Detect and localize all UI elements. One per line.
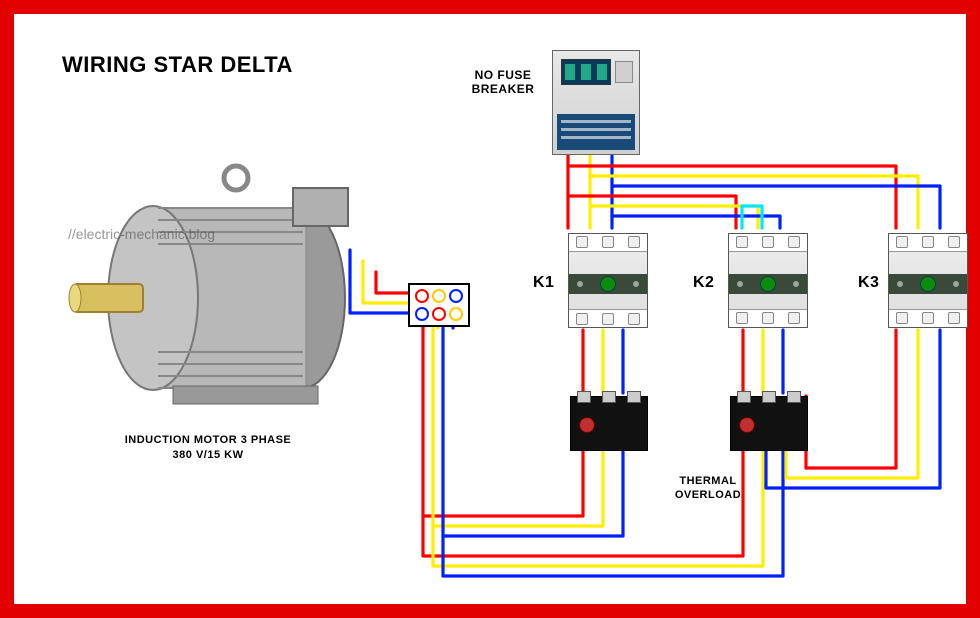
diagram-frame: WIRING STAR DELTA — [0, 0, 980, 618]
contactor-k2 — [728, 233, 808, 328]
breaker-label: NO FUSE BREAKER — [458, 68, 548, 96]
contactor-k1-label: K1 — [533, 274, 554, 292]
contactor-k2-label: K2 — [693, 274, 714, 292]
wiring-layer — [28, 28, 980, 618]
contactor-k1 — [568, 233, 648, 328]
diagram-canvas: WIRING STAR DELTA — [28, 28, 952, 590]
thermal-overload-1 — [570, 396, 648, 451]
no-fuse-breaker — [552, 50, 640, 155]
terminal-junction-box — [408, 283, 470, 327]
overload-label: THERMAL OVERLOAD — [658, 474, 758, 502]
breaker-plate — [557, 114, 635, 150]
thermal-overload-2 — [730, 396, 808, 451]
contactor-k3-label: K3 — [858, 274, 879, 292]
breaker-switch-panel — [561, 59, 611, 85]
contactor-k3 — [888, 233, 968, 328]
